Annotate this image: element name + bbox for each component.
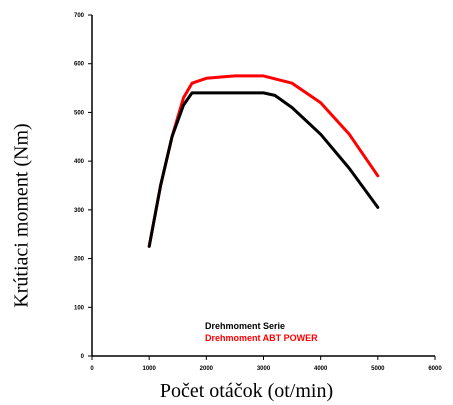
y-tick-label: 0 <box>81 354 85 360</box>
y-tick-label: 400 <box>74 159 85 165</box>
series-line-0 <box>147 91 380 248</box>
y-tick-label: 600 <box>74 62 85 68</box>
y-axis-label: Krútiaci moment (Nm) <box>10 122 33 308</box>
x-tick-label: 3000 <box>257 366 271 372</box>
x-tick-label: 1000 <box>142 366 156 372</box>
legend-entry-abt-power: Drehmoment ABT POWER <box>205 333 318 343</box>
x-tick-label: 2000 <box>200 366 214 372</box>
y-tick-label: 100 <box>74 305 85 311</box>
chart-legend: Drehmoment Serie Drehmoment ABT POWER <box>205 320 318 344</box>
x-tick-label: 5000 <box>371 366 385 372</box>
y-tick-label: 500 <box>74 110 85 116</box>
chart-ticks: 0 100 200 300 400 500 600 700 0 1000 2000 3000 4000 5… <box>74 13 442 372</box>
x-tick-label: 4000 <box>314 366 328 372</box>
x-tick-label: 0 <box>90 366 94 372</box>
legend-entry-serie: Drehmoment Serie <box>205 321 286 331</box>
x-tick-label: 6000 <box>428 366 442 372</box>
chart-lines <box>147 74 380 248</box>
x-axis-label: Počet otáčok (ot/min) <box>159 380 334 402</box>
chart-axes <box>91 15 435 357</box>
y-tick-label: 700 <box>74 13 85 19</box>
y-tick-label: 200 <box>74 257 85 263</box>
y-tick-label: 300 <box>74 208 85 214</box>
y-axis-label-wrap: Krútiaci moment (Nm) <box>10 70 33 360</box>
